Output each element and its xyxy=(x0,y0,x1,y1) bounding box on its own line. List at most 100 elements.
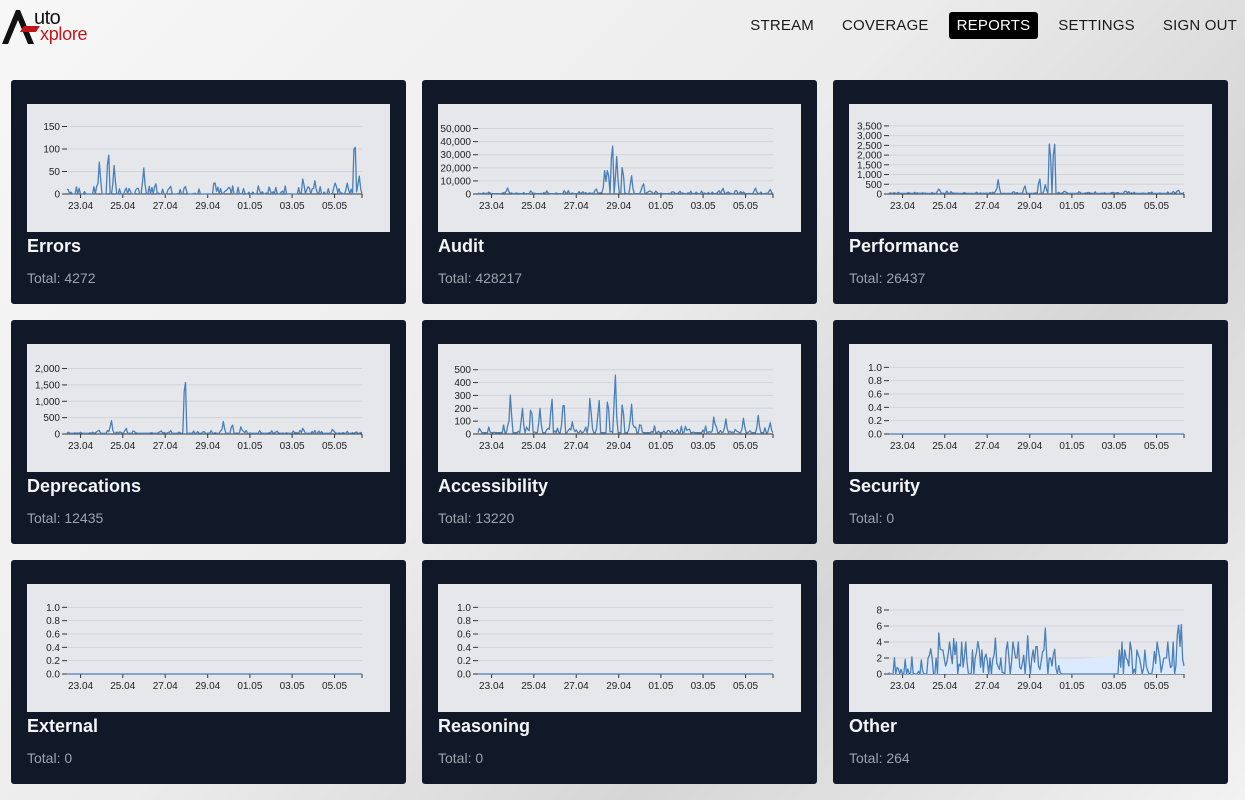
chart-svg: 0 2 4 6 8 23.04 25.04 27.04 29.04 01.05 03.05 05.05 xyxy=(876,606,1185,692)
main-nav: STREAM COVERAGE REPORTS SETTINGS SIGN OU… xyxy=(730,12,1245,39)
y-tick-label: 400 xyxy=(454,378,471,389)
card-total: Total: 0 xyxy=(27,750,73,766)
x-tick-label: 23.04 xyxy=(890,201,915,212)
x-tick-label: 27.04 xyxy=(975,441,1000,452)
y-tick-label: 0 xyxy=(54,430,60,441)
chart-other: 0 2 4 6 8 23.04 25.04 27.04 29.04 01.05 03.05 05.05 xyxy=(849,584,1212,712)
series-line xyxy=(477,374,774,434)
y-tick-label: 1,000 xyxy=(35,397,60,408)
x-tick-label: 01.05 xyxy=(237,681,262,692)
series-line xyxy=(888,143,1185,195)
x-tick-label: 03.05 xyxy=(691,441,716,452)
autoxplore-logo[interactable]: uto xplore xyxy=(0,6,100,46)
y-tick-label: 0 xyxy=(876,670,882,681)
x-tick-label: 01.05 xyxy=(1059,441,1084,452)
nav-reports[interactable]: REPORTS xyxy=(948,12,1039,39)
chart-accessibility: 0 100 200 300 400 500 23.04 25.04 27.04 29.04 01.0… xyxy=(438,344,801,472)
nav-settings[interactable]: SETTINGS xyxy=(1058,17,1135,34)
nav-stream[interactable]: STREAM xyxy=(750,17,815,34)
x-tick-label: 23.04 xyxy=(68,441,93,452)
y-tick-label: 0.8 xyxy=(46,616,60,627)
report-card-accessibility[interactable]: 0 100 200 300 400 500 23.04 25.04 27.04 29.04 01.0… xyxy=(422,320,817,544)
y-tick-label: 1,500 xyxy=(857,160,882,171)
y-tick-label: 500 xyxy=(865,180,882,191)
report-card-other[interactable]: 0 2 4 6 8 23.04 25.04 27.04 29.04 01.05 03.05 05.05… xyxy=(833,560,1228,784)
y-tick-label: 50,000 xyxy=(440,124,471,135)
x-tick-label: 03.05 xyxy=(280,441,305,452)
y-tick-label: 3,500 xyxy=(857,121,882,132)
card-title: Accessibility xyxy=(438,476,549,496)
x-tick-label: 25.04 xyxy=(110,201,135,212)
x-tick-label: 05.05 xyxy=(1144,201,1169,212)
y-tick-label: 0.2 xyxy=(868,416,882,427)
chart-security: 0.0 0.2 0.4 0.6 0.8 1.0 23.04 25.04 27.04 29.04 01… xyxy=(849,344,1212,472)
report-card-performance[interactable]: 0 500 1,000 1,500 2,000 2,500 3,000 3,500 23.04 2… xyxy=(833,80,1228,304)
top-header: uto xplore STREAM COVERAGE REPORTS SETTI… xyxy=(0,0,1245,60)
x-tick-label: 05.05 xyxy=(1144,441,1169,452)
chart-svg: 0 50 100 150 23.04 25.04 27.04 29.04 01.05 03.05 0… xyxy=(43,122,363,212)
chart-deprecations: 0 500 1,000 1,500 2,000 23.04 25.04 27.04 29.04 0… xyxy=(27,344,390,472)
report-card-errors[interactable]: 0 50 100 150 23.04 25.04 27.04 29.04 01.05 03.05 0… xyxy=(11,80,406,304)
x-tick-label: 23.04 xyxy=(68,681,93,692)
nav-sign-out[interactable]: SIGN OUT xyxy=(1162,17,1237,34)
nav-coverage[interactable]: COVERAGE xyxy=(842,17,929,34)
report-card-deprecations[interactable]: 0 500 1,000 1,500 2,000 23.04 25.04 27.04 29.04 0… xyxy=(11,320,406,544)
x-tick-label: 05.05 xyxy=(322,681,347,692)
x-tick-label: 05.05 xyxy=(733,681,758,692)
y-tick-label: 500 xyxy=(43,413,60,424)
y-tick-label: 100 xyxy=(454,417,471,428)
card-total: Total: 12435 xyxy=(27,510,104,526)
x-tick-label: 25.04 xyxy=(932,441,957,452)
x-tick-label: 03.05 xyxy=(280,201,305,212)
y-tick-label: 1.0 xyxy=(868,363,882,374)
y-tick-label: 300 xyxy=(454,391,471,402)
y-tick-label: 500 xyxy=(454,365,471,376)
x-tick-label: 25.04 xyxy=(932,681,957,692)
x-tick-label: 01.05 xyxy=(1059,201,1084,212)
report-card-external[interactable]: 0.0 0.2 0.4 0.6 0.8 1.0 23.04 25.04 27.04 29.04 01… xyxy=(11,560,406,784)
series-line xyxy=(477,145,774,195)
x-tick-label: 29.04 xyxy=(195,201,220,212)
series-line xyxy=(66,381,363,434)
report-card-reasoning[interactable]: 0.0 0.2 0.4 0.6 0.8 1.0 23.04 25.04 27.04 29.04 01… xyxy=(422,560,817,784)
card-title: Deprecations xyxy=(27,476,142,496)
y-tick-label: 0 xyxy=(465,430,471,441)
series-line xyxy=(888,624,1185,675)
x-tick-label: 23.04 xyxy=(890,681,915,692)
chart-performance: 0 500 1,000 1,500 2,000 2,500 3,000 3,500 23.04 2… xyxy=(849,104,1212,232)
x-tick-label: 23.04 xyxy=(68,201,93,212)
y-tick-label: 8 xyxy=(876,606,882,617)
card-title: Performance xyxy=(849,236,960,256)
x-tick-label: 05.05 xyxy=(733,441,758,452)
chart-svg: 0.0 0.2 0.4 0.6 0.8 1.0 23.04 25.04 27.04 29.04 01… xyxy=(46,603,363,692)
chart-svg: 0.0 0.2 0.4 0.6 0.8 1.0 23.04 25.04 27.04 29.04 01… xyxy=(457,603,774,692)
y-tick-label: 0.0 xyxy=(868,430,882,441)
series-area xyxy=(889,652,1184,674)
card-title: Other xyxy=(849,716,898,736)
x-tick-label: 05.05 xyxy=(322,201,347,212)
x-tick-label: 27.04 xyxy=(975,201,1000,212)
x-tick-label: 25.04 xyxy=(521,441,546,452)
y-tick-label: 0.6 xyxy=(868,390,882,401)
x-tick-label: 27.04 xyxy=(153,441,178,452)
x-tick-label: 29.04 xyxy=(195,441,220,452)
x-tick-label: 03.05 xyxy=(1102,681,1127,692)
report-card-security[interactable]: 0.0 0.2 0.4 0.6 0.8 1.0 23.04 25.04 27.04 29.04 01… xyxy=(833,320,1228,544)
x-tick-label: 01.05 xyxy=(648,201,673,212)
x-tick-label: 05.05 xyxy=(733,201,758,212)
x-tick-label: 03.05 xyxy=(691,681,716,692)
x-tick-label: 05.05 xyxy=(322,441,347,452)
x-tick-label: 01.05 xyxy=(648,441,673,452)
x-tick-label: 23.04 xyxy=(479,681,504,692)
x-tick-label: 25.04 xyxy=(110,441,135,452)
x-tick-label: 29.04 xyxy=(1017,201,1042,212)
y-tick-label: 0.2 xyxy=(457,656,471,667)
x-tick-label: 29.04 xyxy=(1017,441,1042,452)
report-card-audit[interactable]: 0 10,000 20,000 30,000 40,000 50,000 23.04 25.0… xyxy=(422,80,817,304)
y-tick-label: 100 xyxy=(43,145,60,156)
y-tick-label: 10,000 xyxy=(440,176,471,187)
y-tick-label: 0.0 xyxy=(46,670,60,681)
x-tick-label: 29.04 xyxy=(195,681,220,692)
x-tick-label: 01.05 xyxy=(648,681,673,692)
